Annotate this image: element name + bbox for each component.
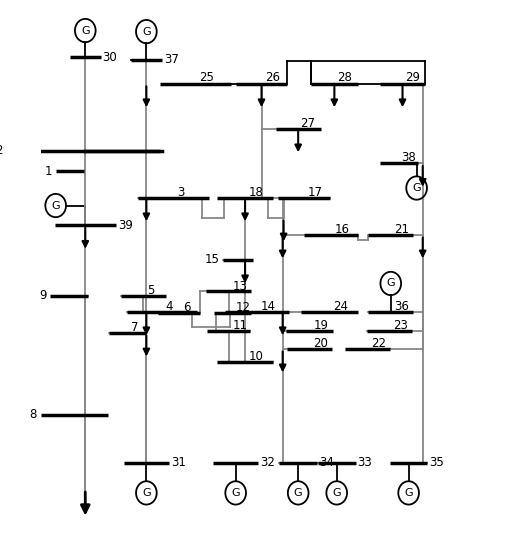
Text: 36: 36 [395,300,410,313]
Text: 25: 25 [200,71,215,84]
Text: 32: 32 [260,456,275,469]
Text: G: G [294,488,303,498]
Text: 5: 5 [147,284,154,297]
Text: 1: 1 [45,165,52,177]
Text: 16: 16 [335,223,350,236]
Text: 24: 24 [333,300,349,313]
Text: 4: 4 [166,300,173,313]
Text: 12: 12 [236,301,251,314]
Text: 35: 35 [429,456,444,469]
Text: 22: 22 [371,337,386,350]
Text: G: G [404,488,413,498]
Text: 23: 23 [393,319,408,333]
Text: G: G [412,183,421,193]
Text: 3: 3 [177,186,185,199]
Text: 34: 34 [319,456,334,469]
Text: G: G [332,488,341,498]
Text: 9: 9 [39,289,46,302]
Text: 28: 28 [337,71,352,84]
Text: 17: 17 [308,186,323,199]
Text: G: G [51,200,60,211]
Text: G: G [231,488,240,498]
Text: 15: 15 [204,253,219,266]
Text: 33: 33 [357,456,372,469]
Text: 6: 6 [183,301,190,314]
Text: 2: 2 [0,144,3,157]
Text: 11: 11 [232,319,247,333]
Text: 38: 38 [401,151,416,164]
Text: G: G [142,488,151,498]
Text: 30: 30 [103,51,117,63]
Text: 31: 31 [171,456,186,469]
Text: 13: 13 [232,280,247,293]
Text: 39: 39 [118,219,133,232]
Text: 19: 19 [313,319,328,333]
Text: 29: 29 [405,71,420,84]
Text: 26: 26 [265,71,280,84]
Text: 10: 10 [249,350,264,363]
Text: 14: 14 [261,300,275,313]
Text: 7: 7 [132,321,139,334]
Text: 20: 20 [313,337,328,350]
Text: G: G [142,27,151,37]
Text: 21: 21 [395,223,410,236]
Text: 8: 8 [30,408,37,422]
Text: 37: 37 [164,53,179,66]
Text: G: G [81,26,90,36]
Text: 18: 18 [249,186,264,199]
Text: 27: 27 [301,117,315,130]
Text: G: G [387,278,395,288]
